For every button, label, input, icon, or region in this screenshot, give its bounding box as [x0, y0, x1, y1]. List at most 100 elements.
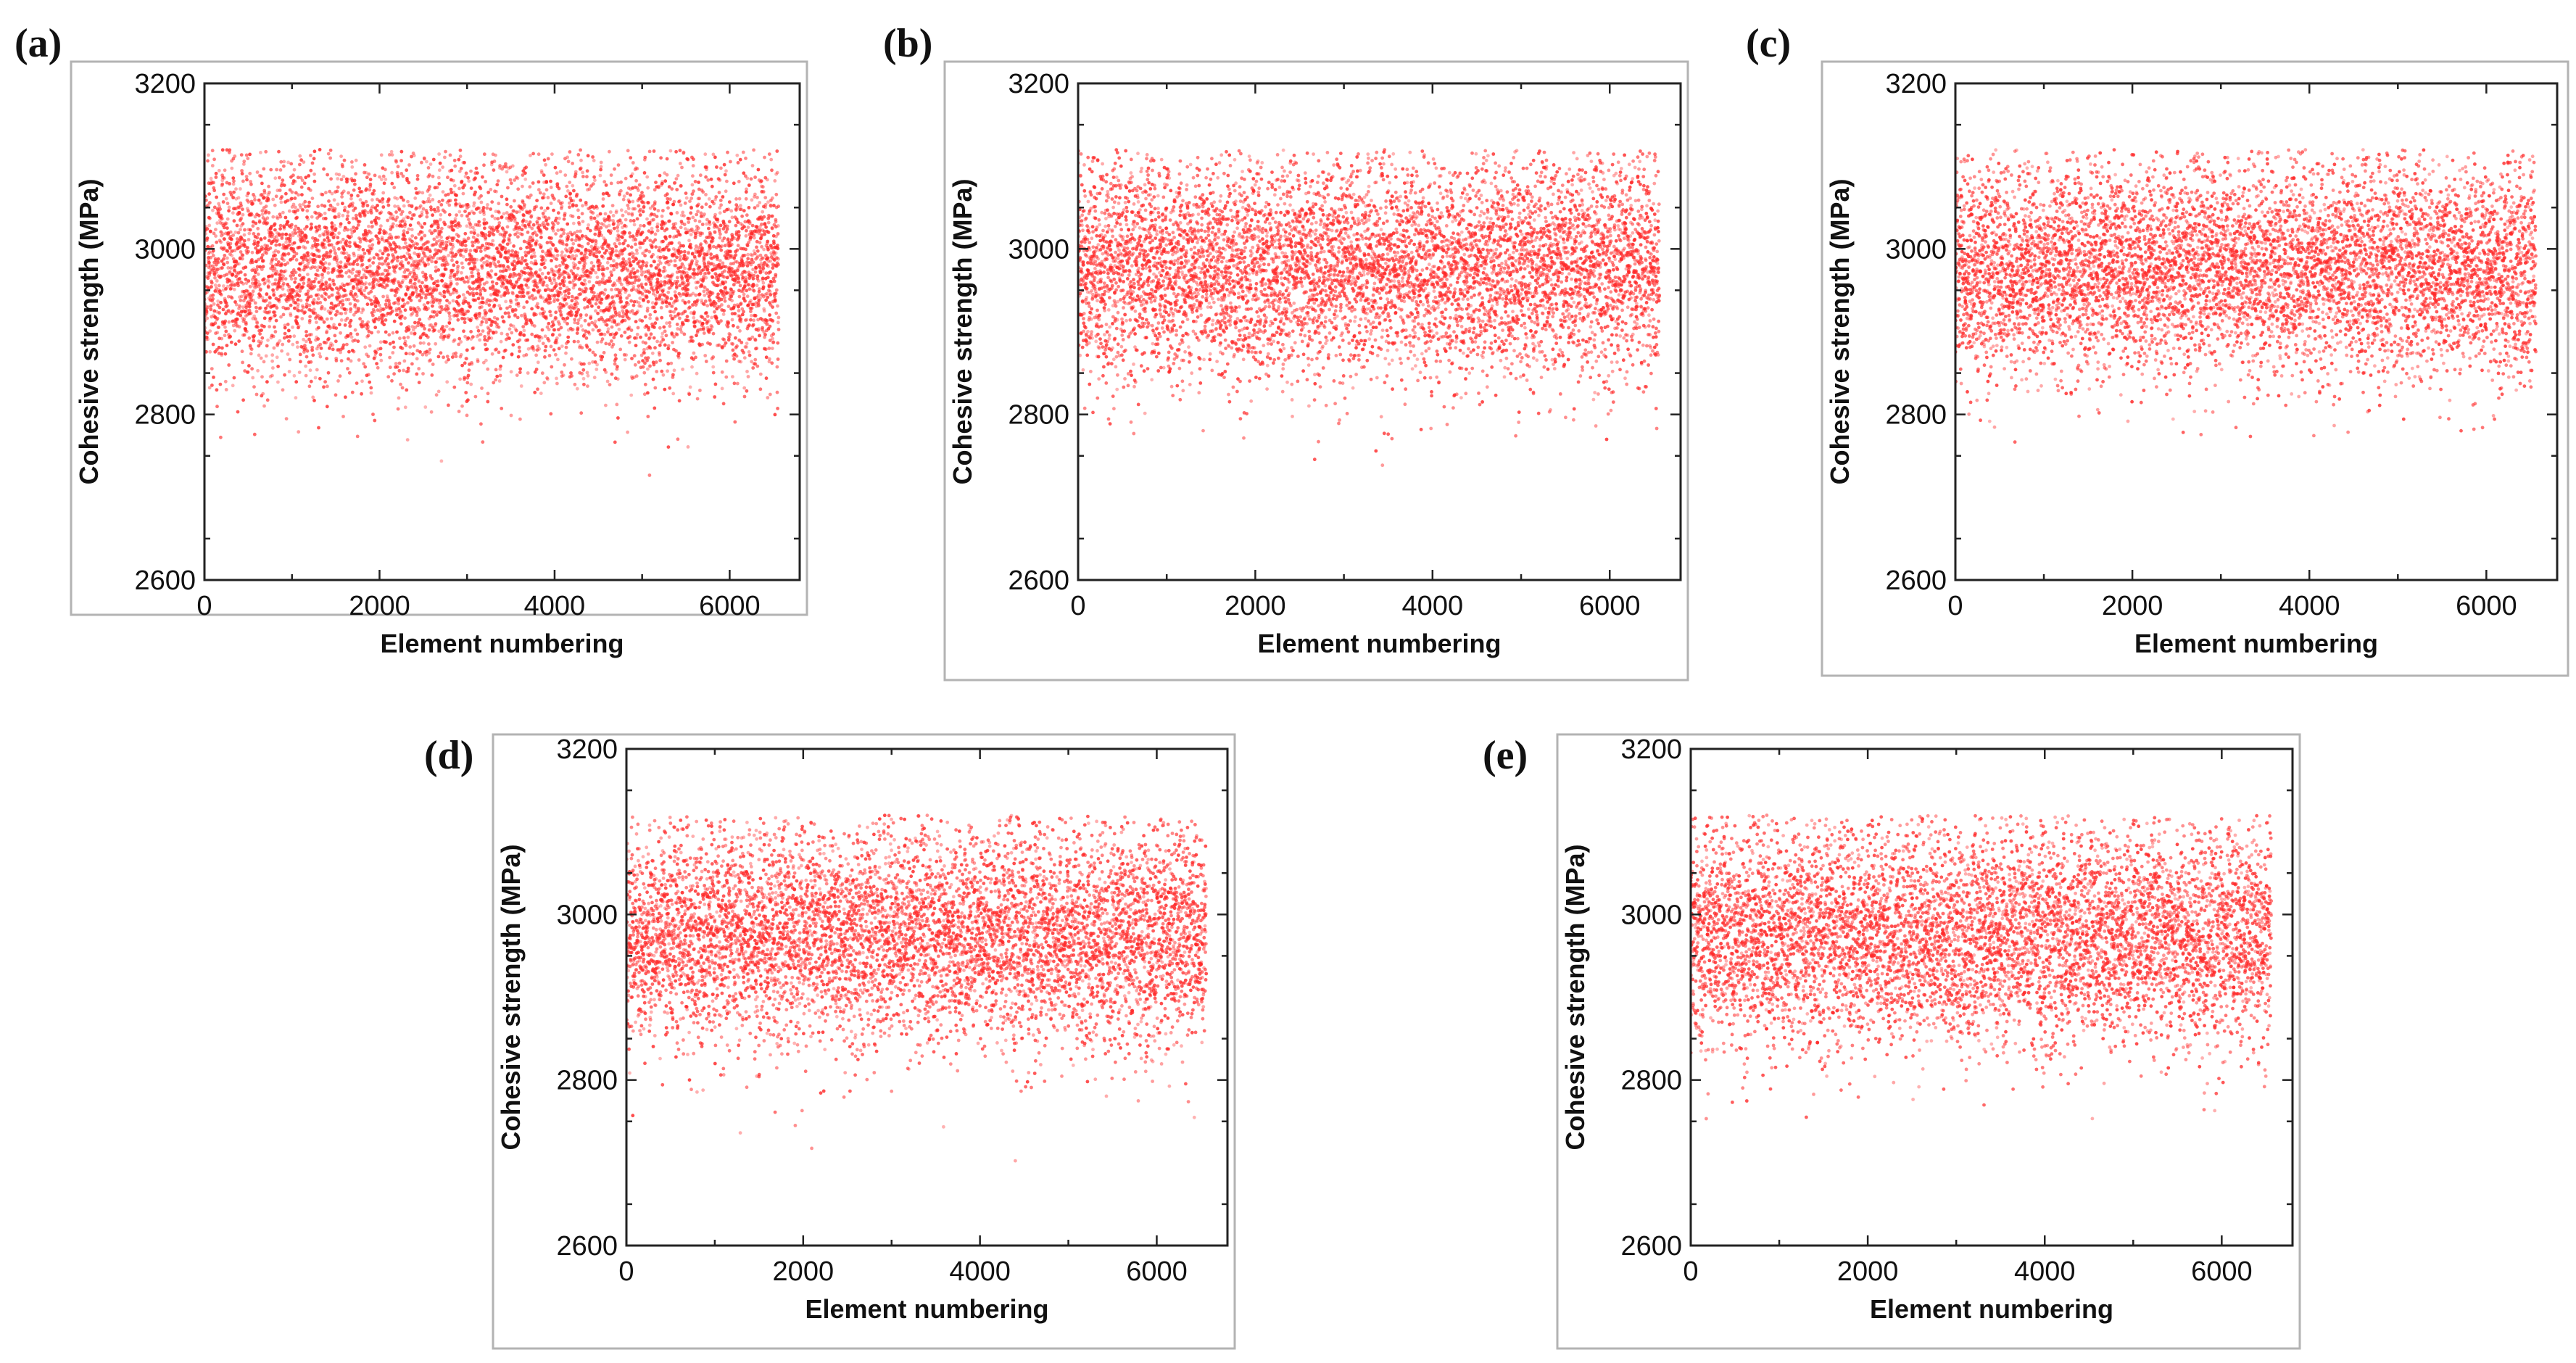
- data-point: [565, 243, 568, 247]
- data-point: [629, 193, 632, 197]
- data-point: [353, 292, 357, 296]
- data-point: [614, 357, 618, 361]
- data-point: [571, 199, 576, 203]
- data-point: [315, 293, 318, 297]
- data-point: [584, 251, 588, 255]
- data-point: [320, 278, 323, 283]
- data-point: [501, 269, 505, 273]
- data-point: [497, 202, 501, 206]
- data-point: [259, 356, 263, 360]
- data-point: [556, 221, 560, 225]
- data-point: [323, 217, 328, 220]
- data-point: [571, 246, 574, 250]
- data-point: [537, 188, 541, 192]
- data-point: [313, 265, 317, 270]
- data-point: [561, 373, 566, 377]
- data-point: [332, 323, 336, 327]
- data-point: [212, 181, 215, 185]
- data-point: [211, 342, 215, 347]
- data-point: [269, 262, 273, 265]
- data-point: [521, 256, 524, 260]
- data-point: [262, 325, 266, 328]
- data-point: [318, 342, 323, 347]
- data-point: [414, 236, 418, 240]
- data-point: [471, 244, 475, 248]
- data-point: [335, 260, 339, 265]
- data-point: [218, 221, 223, 225]
- data-point: [467, 368, 471, 373]
- data-point: [377, 266, 381, 270]
- data-point: [297, 282, 301, 286]
- data-point: [341, 299, 344, 303]
- data-point: [417, 367, 421, 370]
- data-point: [602, 332, 607, 336]
- data-point: [293, 228, 297, 232]
- data-point: [451, 245, 455, 249]
- data-point: [604, 341, 608, 346]
- data-point: [390, 153, 394, 157]
- data-point: [405, 231, 410, 235]
- data-point: [592, 175, 596, 179]
- data-point: [360, 256, 365, 260]
- data-point: [367, 329, 371, 334]
- data-point: [249, 292, 252, 296]
- data-point: [386, 253, 390, 257]
- data-point: [225, 226, 229, 230]
- data-point: [428, 193, 432, 197]
- data-point: [413, 246, 418, 250]
- data-point: [276, 365, 280, 368]
- data-point: [342, 208, 347, 212]
- data-point: [288, 357, 292, 362]
- data-point: [494, 378, 497, 382]
- data-point: [537, 339, 542, 343]
- data-point: [603, 212, 608, 216]
- data-point: [310, 333, 313, 336]
- data-point: [520, 233, 524, 236]
- data-point: [364, 281, 368, 285]
- data-point: [392, 257, 396, 262]
- data-point: [509, 181, 513, 186]
- data-point: [592, 291, 596, 295]
- data-point: [355, 332, 360, 336]
- data-point: [305, 240, 310, 244]
- data-point: [294, 301, 297, 304]
- data-point: [571, 241, 576, 246]
- data-point: [305, 339, 308, 344]
- data-point: [474, 166, 479, 170]
- data-point: [228, 230, 233, 234]
- data-point: [220, 148, 225, 152]
- data-point: [320, 294, 324, 298]
- data-point: [275, 167, 278, 172]
- data-point: [224, 301, 228, 305]
- data-point: [260, 209, 265, 213]
- data-point: [371, 313, 375, 318]
- data-point: [397, 208, 402, 212]
- data-point: [352, 225, 355, 229]
- data-point: [210, 367, 214, 370]
- data-point: [299, 175, 303, 180]
- data-point: [490, 214, 494, 218]
- data-point: [575, 273, 579, 277]
- data-point: [490, 200, 494, 204]
- data-point: [600, 337, 605, 341]
- data-point: [247, 304, 252, 309]
- data-point: [579, 313, 583, 317]
- data-point: [500, 215, 504, 219]
- data-point: [309, 360, 313, 364]
- data-point: [276, 341, 280, 345]
- data-point: [281, 287, 285, 291]
- data-point: [392, 345, 396, 349]
- data-point: [492, 303, 497, 307]
- data-point: [625, 310, 629, 314]
- data-point: [484, 233, 488, 237]
- data-point: [472, 201, 476, 205]
- data-point: [397, 235, 400, 239]
- data-point: [460, 270, 463, 275]
- data-point: [337, 231, 341, 235]
- data-point: [263, 218, 268, 222]
- data-point: [339, 269, 344, 273]
- data-point: [326, 236, 330, 240]
- data-point: [396, 259, 399, 263]
- data-point: [435, 186, 439, 189]
- data-point: [233, 154, 237, 158]
